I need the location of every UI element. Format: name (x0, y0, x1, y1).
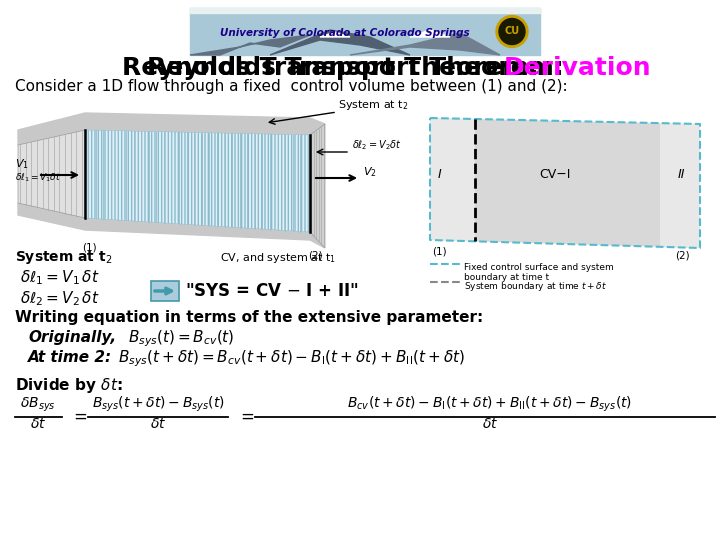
Text: Reynolds Transport Theorem:: Reynolds Transport Theorem: (148, 56, 572, 80)
Text: $B_{sys}(t + \delta t) - B_{sys}(t)$: $B_{sys}(t + \delta t) - B_{sys}(t)$ (91, 395, 225, 414)
Polygon shape (85, 130, 310, 232)
Polygon shape (430, 118, 475, 241)
Text: Originally,: Originally, (28, 330, 116, 345)
Text: $\delta t$: $\delta t$ (30, 417, 46, 431)
Polygon shape (190, 35, 310, 55)
Text: (2): (2) (675, 250, 690, 260)
Text: Reynolds Transport Theorem:: Reynolds Transport Theorem: (122, 56, 547, 80)
Text: $\delta\ell_1 = V_1\,\delta t$: $\delta\ell_1 = V_1\,\delta t$ (20, 268, 99, 287)
Text: II: II (678, 168, 685, 181)
Text: (2): (2) (308, 250, 323, 260)
Text: $V_1$: $V_1$ (15, 157, 29, 171)
Text: =: = (73, 408, 87, 426)
Text: $\delta t$: $\delta t$ (482, 417, 498, 431)
Polygon shape (310, 124, 325, 248)
Text: At time 2:: At time 2: (28, 350, 112, 365)
Text: CU: CU (505, 26, 520, 37)
Polygon shape (270, 30, 410, 55)
Polygon shape (320, 32, 350, 37)
Polygon shape (660, 123, 700, 248)
Text: Writing equation in terms of the extensive parameter:: Writing equation in terms of the extensi… (15, 310, 483, 325)
Polygon shape (18, 130, 85, 218)
Text: $\delta B_{sys}$: $\delta B_{sys}$ (20, 396, 56, 414)
Text: $\delta t$: $\delta t$ (150, 417, 166, 431)
Text: System at t$_2$: System at t$_2$ (15, 249, 112, 266)
Polygon shape (350, 33, 500, 55)
Text: Divide by $\delta t$:: Divide by $\delta t$: (15, 376, 122, 395)
Text: (1): (1) (82, 242, 96, 252)
Text: $V_2$: $V_2$ (363, 165, 377, 179)
Text: University of Colorado at Colorado Springs: University of Colorado at Colorado Sprin… (220, 29, 470, 38)
Polygon shape (410, 30, 450, 37)
Text: CV−I: CV−I (539, 168, 571, 181)
Text: "SYS = CV $-$ I + II": "SYS = CV $-$ I + II" (185, 282, 359, 300)
Polygon shape (430, 118, 700, 248)
Circle shape (499, 18, 525, 44)
Text: $\delta\ell_2 = V_2\delta t$: $\delta\ell_2 = V_2\delta t$ (352, 138, 402, 152)
Text: $B_{sys}(t + \delta t) = B_{cv}(t + \delta t) - B_{\mathrm{I}}(t + \delta t) + B: $B_{sys}(t + \delta t) = B_{cv}(t + \del… (118, 348, 465, 369)
Text: $B_{sys}(t) = B_{cv}(t)$: $B_{sys}(t) = B_{cv}(t)$ (128, 328, 235, 349)
Text: $\delta\ell_2 = V_2\,\delta t$: $\delta\ell_2 = V_2\,\delta t$ (20, 289, 99, 308)
FancyBboxPatch shape (151, 281, 179, 301)
Text: System at t$_2$: System at t$_2$ (338, 98, 408, 112)
Text: $B_{cv}(t + \delta t) - B_{\mathrm{I}}(t + \delta t) + B_{\mathrm{II}}(t + \delt: $B_{cv}(t + \delta t) - B_{\mathrm{I}}(t… (348, 395, 633, 414)
Text: I: I (438, 168, 442, 181)
Text: System boundary at time $t + \delta t$: System boundary at time $t + \delta t$ (464, 280, 607, 293)
Polygon shape (18, 113, 325, 145)
Text: Derivation: Derivation (504, 56, 652, 80)
Polygon shape (18, 203, 325, 248)
Text: Fixed control surface and system
boundary at time t: Fixed control surface and system boundar… (464, 263, 613, 282)
Text: Consider a 1D flow through a fixed  control volume between (1) and (2):: Consider a 1D flow through a fixed contr… (15, 79, 567, 94)
Text: $\delta\ell_1 = V_1\delta t$: $\delta\ell_1 = V_1\delta t$ (15, 171, 61, 184)
Circle shape (496, 16, 528, 48)
Text: =: = (240, 408, 254, 426)
Text: CV, and system at t$_1$: CV, and system at t$_1$ (220, 251, 336, 265)
Text: (1): (1) (432, 247, 446, 257)
